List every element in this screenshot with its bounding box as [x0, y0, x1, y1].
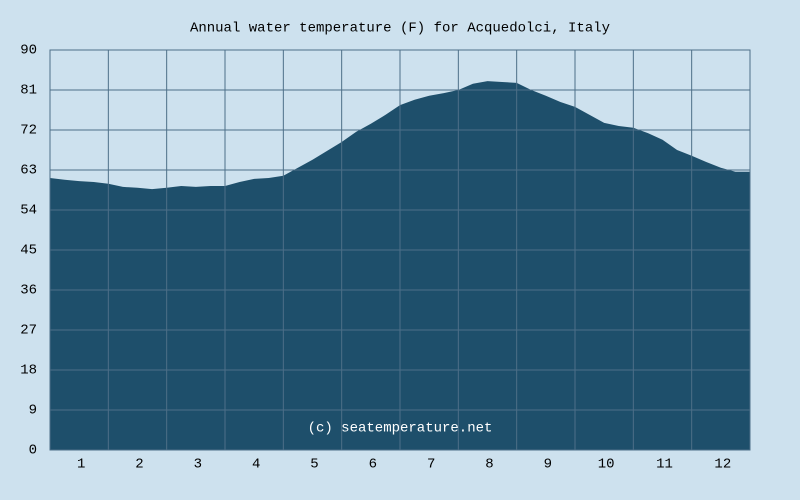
x-tick-label: 9	[544, 457, 552, 473]
x-tick-label: 11	[656, 457, 673, 473]
y-tick-label: 9	[29, 403, 37, 419]
x-tick-label: 4	[252, 457, 260, 473]
watermark: (c) seatemperature.net	[308, 421, 493, 437]
y-tick-label: 81	[20, 83, 37, 99]
plot-border	[49, 49, 751, 451]
y-tick-label: 27	[20, 323, 37, 339]
x-tick-label: 6	[369, 457, 377, 473]
y-tick-label: 18	[20, 363, 37, 379]
y-tick-label: 45	[20, 243, 37, 259]
y-tick-label: 36	[20, 283, 37, 299]
x-tick-label: 5	[310, 457, 318, 473]
y-tick-label: 0	[29, 443, 37, 459]
y-tick-label: 54	[20, 203, 37, 219]
y-tick-label: 63	[20, 163, 37, 179]
x-tick-label: 10	[598, 457, 615, 473]
x-tick-label: 7	[427, 457, 435, 473]
x-tick-label: 12	[714, 457, 731, 473]
chart-title: Annual water temperature (F) for Acquedo…	[190, 21, 610, 37]
x-tick-label: 2	[135, 457, 143, 473]
y-tick-label: 72	[20, 123, 37, 139]
x-tick-label: 3	[194, 457, 202, 473]
x-tick-label: 8	[485, 457, 493, 473]
y-tick-label: 90	[20, 43, 37, 59]
x-tick-label: 1	[77, 457, 85, 473]
